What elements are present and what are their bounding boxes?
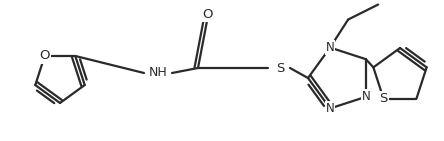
Text: N: N [361,90,370,103]
Text: O: O [40,49,50,62]
Text: N: N [326,41,334,54]
Text: S: S [379,92,388,105]
Text: S: S [276,61,284,74]
Text: NH: NH [149,67,167,80]
Text: N: N [326,102,334,115]
Text: O: O [202,7,212,20]
